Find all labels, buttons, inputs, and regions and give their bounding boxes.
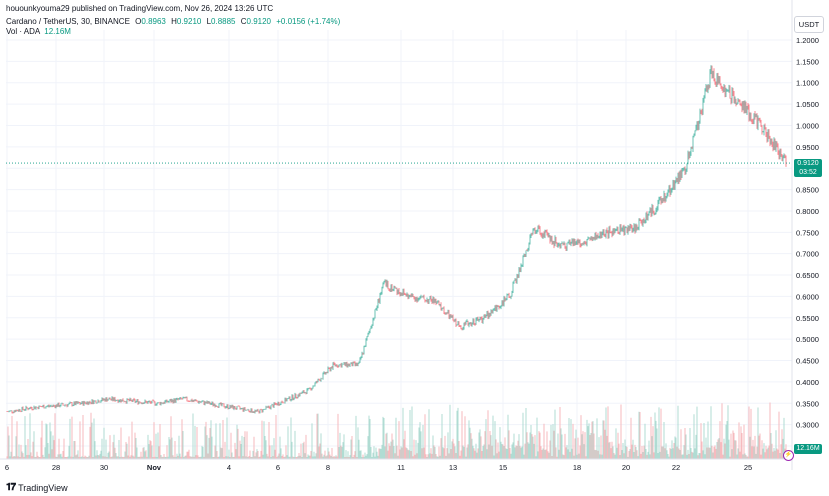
high-label: H (171, 17, 177, 26)
y-tick-label: 1.2000 (796, 36, 819, 45)
x-tick-label: Nov (147, 463, 162, 472)
y-tick-label: 0.3000 (796, 421, 819, 430)
price-candles (6, 65, 787, 414)
last-price-value: 0.9120 (797, 160, 819, 167)
low-value: 0.8885 (211, 17, 236, 26)
x-tick-label: 15 (499, 463, 507, 472)
x-tick-label: 25 (744, 463, 752, 472)
y-tick-label: 1.0000 (796, 121, 819, 130)
last-price-tag: 0.9120 03:52 (794, 159, 822, 177)
tradingview-logo-icon: 𝟏𝟕 (6, 482, 16, 493)
x-tick-label: 11 (397, 463, 405, 472)
open-value: 0.8963 (141, 17, 166, 26)
x-tick-label: 18 (573, 463, 581, 472)
volume-label: Vol · ADA (6, 27, 41, 36)
x-tick-label: 6 (5, 463, 9, 472)
y-tick-label: 0.7000 (796, 250, 819, 259)
low-label: L (206, 17, 212, 26)
y-tick-label: 0.4500 (796, 357, 819, 366)
y-tick-label: 1.0500 (796, 100, 819, 109)
x-tick-label: 13 (449, 463, 457, 472)
symbol-legend: Cardano / TetherUS, 30, BINANCE O0.8963 … (6, 17, 340, 26)
close-label: C (240, 17, 247, 26)
y-tick-label: 0.7500 (796, 228, 819, 237)
publish-info: houounkyouma29 published on TradingView.… (6, 4, 274, 13)
x-tick-label: 20 (622, 463, 630, 472)
x-tick-label: 28 (52, 463, 60, 472)
close-value: 0.9120 (246, 17, 271, 26)
currency-button[interactable]: USDT (794, 16, 824, 33)
y-tick-label: 0.6000 (796, 292, 819, 301)
y-tick-label: 0.9500 (796, 143, 819, 152)
price-axis: 1.20001.15001.10001.05001.00000.95000.90… (796, 36, 819, 451)
y-tick-label: 0.5000 (796, 335, 819, 344)
x-tick-label: 6 (276, 463, 280, 472)
time-axis: 6 28 30 Nov 4 6 8 11 13 15 18 20 22 25 (5, 463, 752, 472)
lightning-icon[interactable]: ⚡ (783, 450, 794, 461)
bar-countdown: 03:52 (799, 169, 817, 176)
change-value: +0.0156 (+1.74%) (276, 17, 341, 26)
x-tick-label: 4 (227, 463, 231, 472)
open-label: O (135, 17, 142, 26)
x-tick-label: 8 (326, 463, 330, 472)
footer[interactable]: 𝟏𝟕 TradingView (6, 482, 68, 493)
volume-tag: 12.16M (794, 444, 822, 454)
y-tick-label: 0.8000 (796, 207, 819, 216)
x-tick-label: 22 (672, 463, 680, 472)
y-tick-label: 0.5500 (796, 314, 819, 323)
x-tick-label: 30 (100, 463, 108, 472)
chart-grid (6, 30, 792, 459)
symbol-title: Cardano / TetherUS, 30, BINANCE (6, 17, 130, 26)
high-value: 0.9210 (176, 17, 202, 26)
volume-bars (6, 402, 787, 459)
y-tick-label: 0.6500 (796, 271, 819, 280)
footer-brand: TradingView (18, 482, 68, 493)
y-tick-label: 1.1000 (796, 79, 819, 88)
volume-legend: Vol · ADA 12.16M (6, 27, 71, 36)
y-tick-label: 0.8500 (796, 186, 819, 195)
y-tick-label: 1.1500 (796, 57, 819, 66)
volume-value: 12.16M (44, 27, 71, 36)
y-tick-label: 0.3500 (796, 399, 819, 408)
y-tick-label: 0.4000 (796, 378, 819, 387)
